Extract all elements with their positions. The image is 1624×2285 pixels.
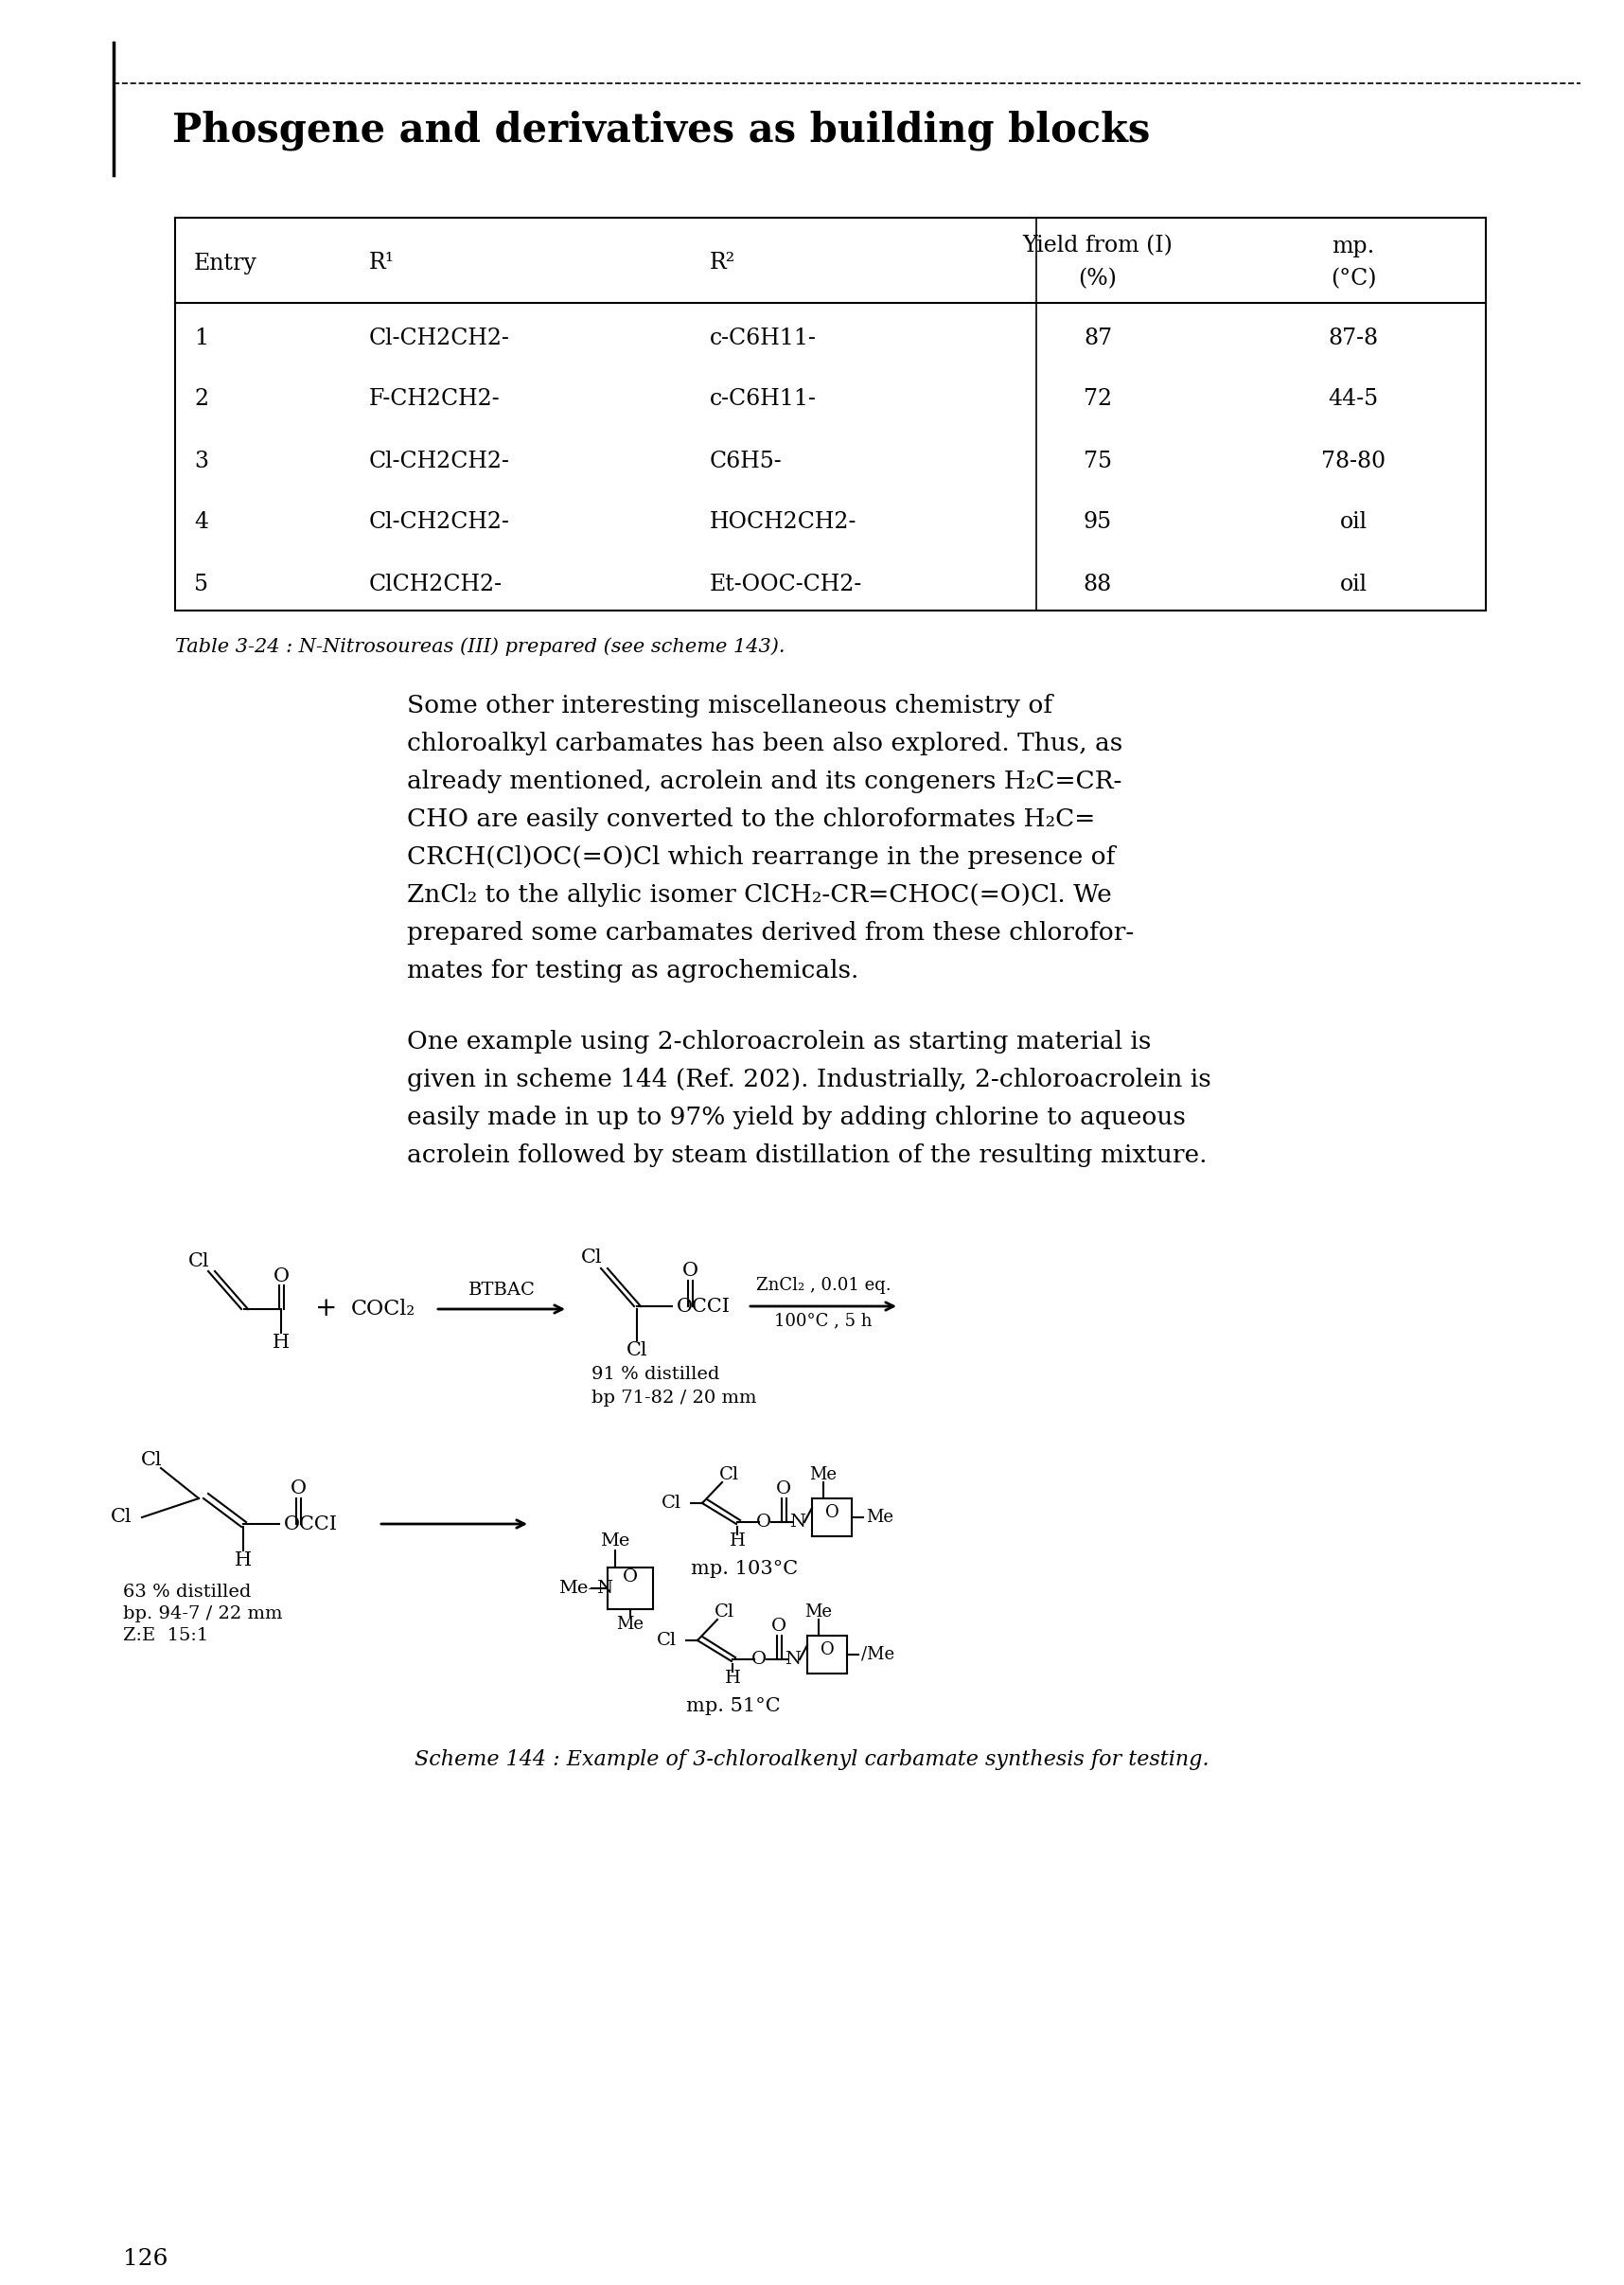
Text: O: O [291,1481,307,1499]
Text: 63 % distilled: 63 % distilled [123,1584,252,1599]
Text: H: H [724,1670,741,1686]
Text: c-C6H11-: c-C6H11- [710,388,817,411]
Text: c-C6H11-: c-C6H11- [710,327,817,350]
Text: 4: 4 [193,512,208,532]
Text: Cl: Cl [715,1604,734,1620]
Text: 5: 5 [193,574,208,594]
Text: O: O [757,1513,771,1531]
Text: Me: Me [806,1604,833,1620]
Text: 88: 88 [1083,574,1112,594]
Text: OCCI: OCCI [677,1298,731,1316]
Text: 78-80: 78-80 [1320,450,1385,473]
Text: HOCH2CH2-: HOCH2CH2- [710,512,857,532]
Text: O: O [752,1650,767,1668]
Text: 3: 3 [193,450,208,473]
Text: R¹: R¹ [369,251,395,274]
Text: Cl: Cl [661,1494,682,1513]
Text: Cl-CH2CH2-: Cl-CH2CH2- [369,512,510,532]
Text: Cl-CH2CH2-: Cl-CH2CH2- [369,450,510,473]
Text: Me–N: Me–N [559,1579,614,1597]
Text: One example using 2-chloroacrolein as starting material is: One example using 2-chloroacrolein as st… [408,1031,1151,1053]
Text: F-CH2CH2-: F-CH2CH2- [369,388,500,411]
Text: Cl: Cl [581,1248,603,1266]
Text: Cl: Cl [188,1252,209,1270]
Text: CHO are easily converted to the chloroformates H₂C=: CHO are easily converted to the chlorofo… [408,807,1095,832]
Text: given in scheme 144 (Ref. 202). Industrially, 2-chloroacrolein is: given in scheme 144 (Ref. 202). Industri… [408,1067,1212,1092]
Text: Scheme 144 : Example of 3-chloroalkenyl carbamate synthesis for testing.: Scheme 144 : Example of 3-chloroalkenyl … [414,1750,1210,1771]
Text: /Me: /Me [861,1645,895,1663]
Text: ZnCl₂ , 0.01 eq.: ZnCl₂ , 0.01 eq. [755,1277,892,1293]
Text: Me: Me [810,1467,836,1483]
Text: R²: R² [710,251,736,274]
Text: oil: oil [1340,512,1367,532]
Text: +: + [315,1296,338,1323]
Text: mp.: mp. [1332,235,1376,256]
Text: prepared some carbamates derived from these chlorofor-: prepared some carbamates derived from th… [408,921,1134,944]
Text: Cl: Cl [110,1508,133,1526]
Text: N: N [789,1513,806,1531]
Text: Cl: Cl [656,1631,677,1650]
Text: ClCH2CH2-: ClCH2CH2- [369,574,502,594]
Text: mp. 103°C: mp. 103°C [690,1561,797,1579]
Text: 126: 126 [123,2248,167,2269]
Text: Me: Me [617,1615,645,1634]
Text: oil: oil [1340,574,1367,594]
Text: Entry: Entry [193,251,257,274]
Text: (°C): (°C) [1330,267,1376,290]
Text: 72: 72 [1083,388,1112,411]
Text: 87-8: 87-8 [1328,327,1379,350]
Text: 87: 87 [1083,327,1112,350]
Text: Phosgene and derivatives as building blocks: Phosgene and derivatives as building blo… [172,110,1150,151]
Text: bp 71-82 / 20 mm: bp 71-82 / 20 mm [591,1389,757,1408]
Text: ZnCl₂ to the allylic isomer ClCH₂-CR=CHOC(=O)Cl. We: ZnCl₂ to the allylic isomer ClCH₂-CR=CHO… [408,882,1112,907]
Text: O: O [682,1261,698,1280]
Text: acrolein followed by steam distillation of the resulting mixture.: acrolein followed by steam distillation … [408,1142,1207,1168]
Text: Some other interesting miscellaneous chemistry of: Some other interesting miscellaneous che… [408,695,1052,717]
Text: (%): (%) [1078,267,1117,290]
Text: Cl-CH2CH2-: Cl-CH2CH2- [369,327,510,350]
Text: O: O [825,1504,840,1522]
Text: chloroalkyl carbamates has been also explored. Thus, as: chloroalkyl carbamates has been also exp… [408,731,1122,756]
Text: CRCH(Cl)OC(=O)Cl which rearrange in the presence of: CRCH(Cl)OC(=O)Cl which rearrange in the … [408,845,1116,868]
Text: H: H [234,1552,252,1570]
Text: Cl: Cl [627,1341,648,1360]
Text: already mentioned, acrolein and its congeners H₂C=CR-: already mentioned, acrolein and its cong… [408,770,1122,793]
Text: 100°C , 5 h: 100°C , 5 h [775,1312,872,1330]
Text: 1: 1 [193,327,208,350]
Text: easily made in up to 97% yield by adding chlorine to aqueous: easily made in up to 97% yield by adding… [408,1106,1186,1129]
Text: Et-OOC-CH2-: Et-OOC-CH2- [710,574,862,594]
Text: 2: 2 [193,388,208,411]
Text: H: H [729,1533,745,1549]
Text: Me: Me [866,1508,893,1526]
Text: bp. 94-7 / 22 mm: bp. 94-7 / 22 mm [123,1606,283,1622]
Text: Table 3-24 : N-Nitrosoureas (III) prepared (see scheme 143).: Table 3-24 : N-Nitrosoureas (III) prepar… [175,638,784,656]
Text: N: N [784,1650,801,1668]
Text: Cl: Cl [141,1451,162,1469]
Text: 95: 95 [1083,512,1112,532]
Text: 91 % distilled: 91 % distilled [591,1366,719,1382]
Text: 44-5: 44-5 [1328,388,1379,411]
Text: C6H5-: C6H5- [710,450,783,473]
Text: COCl₂: COCl₂ [351,1298,416,1318]
Text: Yield from (I): Yield from (I) [1023,235,1173,256]
Text: O: O [273,1266,289,1284]
Text: Me: Me [601,1533,630,1549]
Text: O: O [820,1641,835,1659]
Text: BTBAC: BTBAC [468,1282,536,1298]
Text: OCCI: OCCI [284,1515,338,1533]
Text: Cl: Cl [719,1467,739,1483]
Text: mp. 51°C: mp. 51°C [685,1698,781,1716]
Text: Z:E  15:1: Z:E 15:1 [123,1627,208,1645]
Text: mates for testing as agrochemicals.: mates for testing as agrochemicals. [408,960,859,983]
Text: O: O [771,1618,786,1634]
Text: H: H [273,1332,289,1350]
Text: O: O [776,1481,791,1497]
Text: O: O [622,1568,638,1586]
Text: 75: 75 [1083,450,1112,473]
